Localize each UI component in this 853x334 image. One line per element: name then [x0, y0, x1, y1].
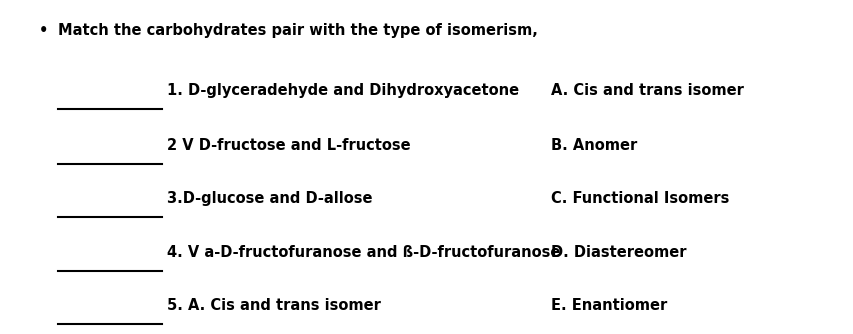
Text: 1. D-glyceradehyde and Dihydroxyacetone: 1. D-glyceradehyde and Dihydroxyacetone	[166, 83, 518, 98]
Text: A. Cis and trans isomer: A. Cis and trans isomer	[550, 83, 743, 98]
Text: •: •	[38, 23, 48, 37]
Text: B. Anomer: B. Anomer	[550, 138, 636, 153]
Text: 3.D-glucose and D-allose: 3.D-glucose and D-allose	[166, 191, 372, 206]
Text: 4. V a-D-fructofuranose and ß-D-fructofuranose: 4. V a-D-fructofuranose and ß-D-fructofu…	[166, 245, 560, 260]
Text: Match the carbohydrates pair with the type of isomerism,: Match the carbohydrates pair with the ty…	[58, 23, 537, 37]
Text: C. Functional Isomers: C. Functional Isomers	[550, 191, 728, 206]
Text: D. Diastereomer: D. Diastereomer	[550, 245, 686, 260]
Text: 2 V D-fructose and L-fructose: 2 V D-fructose and L-fructose	[166, 138, 409, 153]
Text: 5. A. Cis and trans isomer: 5. A. Cis and trans isomer	[166, 298, 380, 313]
Text: E. Enantiomer: E. Enantiomer	[550, 298, 666, 313]
